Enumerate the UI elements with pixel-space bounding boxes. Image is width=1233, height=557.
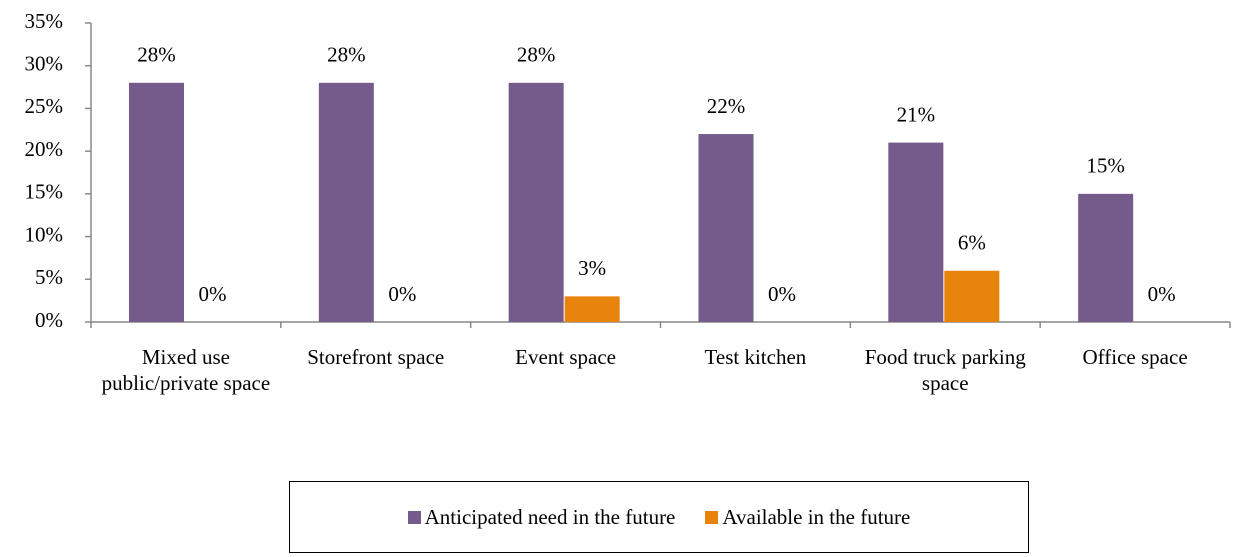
x-tick-label: Mixed use public/private space xyxy=(101,345,271,395)
data-label: 0% xyxy=(1148,282,1176,306)
legend-label: Anticipated need in the future xyxy=(424,504,676,529)
data-label: 28% xyxy=(327,43,366,67)
x-tick-label: Test kitchen xyxy=(704,345,807,369)
bar xyxy=(318,82,374,322)
data-label: 0% xyxy=(199,282,227,306)
y-tick-label: 25% xyxy=(25,94,64,118)
bar xyxy=(698,134,754,322)
bar xyxy=(508,82,564,322)
data-label: 3% xyxy=(578,256,606,280)
bar xyxy=(129,82,184,322)
data-label: 21% xyxy=(897,102,936,126)
data-label: 22% xyxy=(707,94,746,118)
y-tick-label: 5% xyxy=(35,265,63,289)
bar xyxy=(944,270,1000,322)
y-tick-label: 35% xyxy=(25,9,64,33)
x-tick-label: Office space xyxy=(1082,345,1188,369)
data-label: 28% xyxy=(137,43,176,67)
data-label: 15% xyxy=(1086,154,1125,178)
y-tick-label: 30% xyxy=(25,52,64,76)
legend-label: Available in the future xyxy=(722,504,911,529)
data-label: 0% xyxy=(388,282,416,306)
data-label: 6% xyxy=(958,231,986,255)
legend: Anticipated need in the future Available … xyxy=(289,481,1029,553)
bar xyxy=(1078,193,1134,322)
y-tick-label: 10% xyxy=(25,222,64,246)
legend-swatch xyxy=(705,510,719,524)
y-tick-label: 20% xyxy=(25,137,64,161)
x-tick-label: Food truck parking space xyxy=(864,345,1026,395)
x-tick-label: Storefront space xyxy=(307,345,445,369)
bar xyxy=(564,296,620,322)
legend-entry: Available in the future xyxy=(705,505,910,530)
bar xyxy=(888,142,944,322)
data-label: 28% xyxy=(517,43,556,67)
y-tick-label: 15% xyxy=(25,180,64,204)
legend-entry: Anticipated need in the future xyxy=(407,504,676,530)
y-tick-label: 0% xyxy=(35,308,63,332)
legend-swatch xyxy=(407,510,421,524)
data-label: 0% xyxy=(768,282,796,306)
x-tick-label: Event space xyxy=(515,345,616,369)
